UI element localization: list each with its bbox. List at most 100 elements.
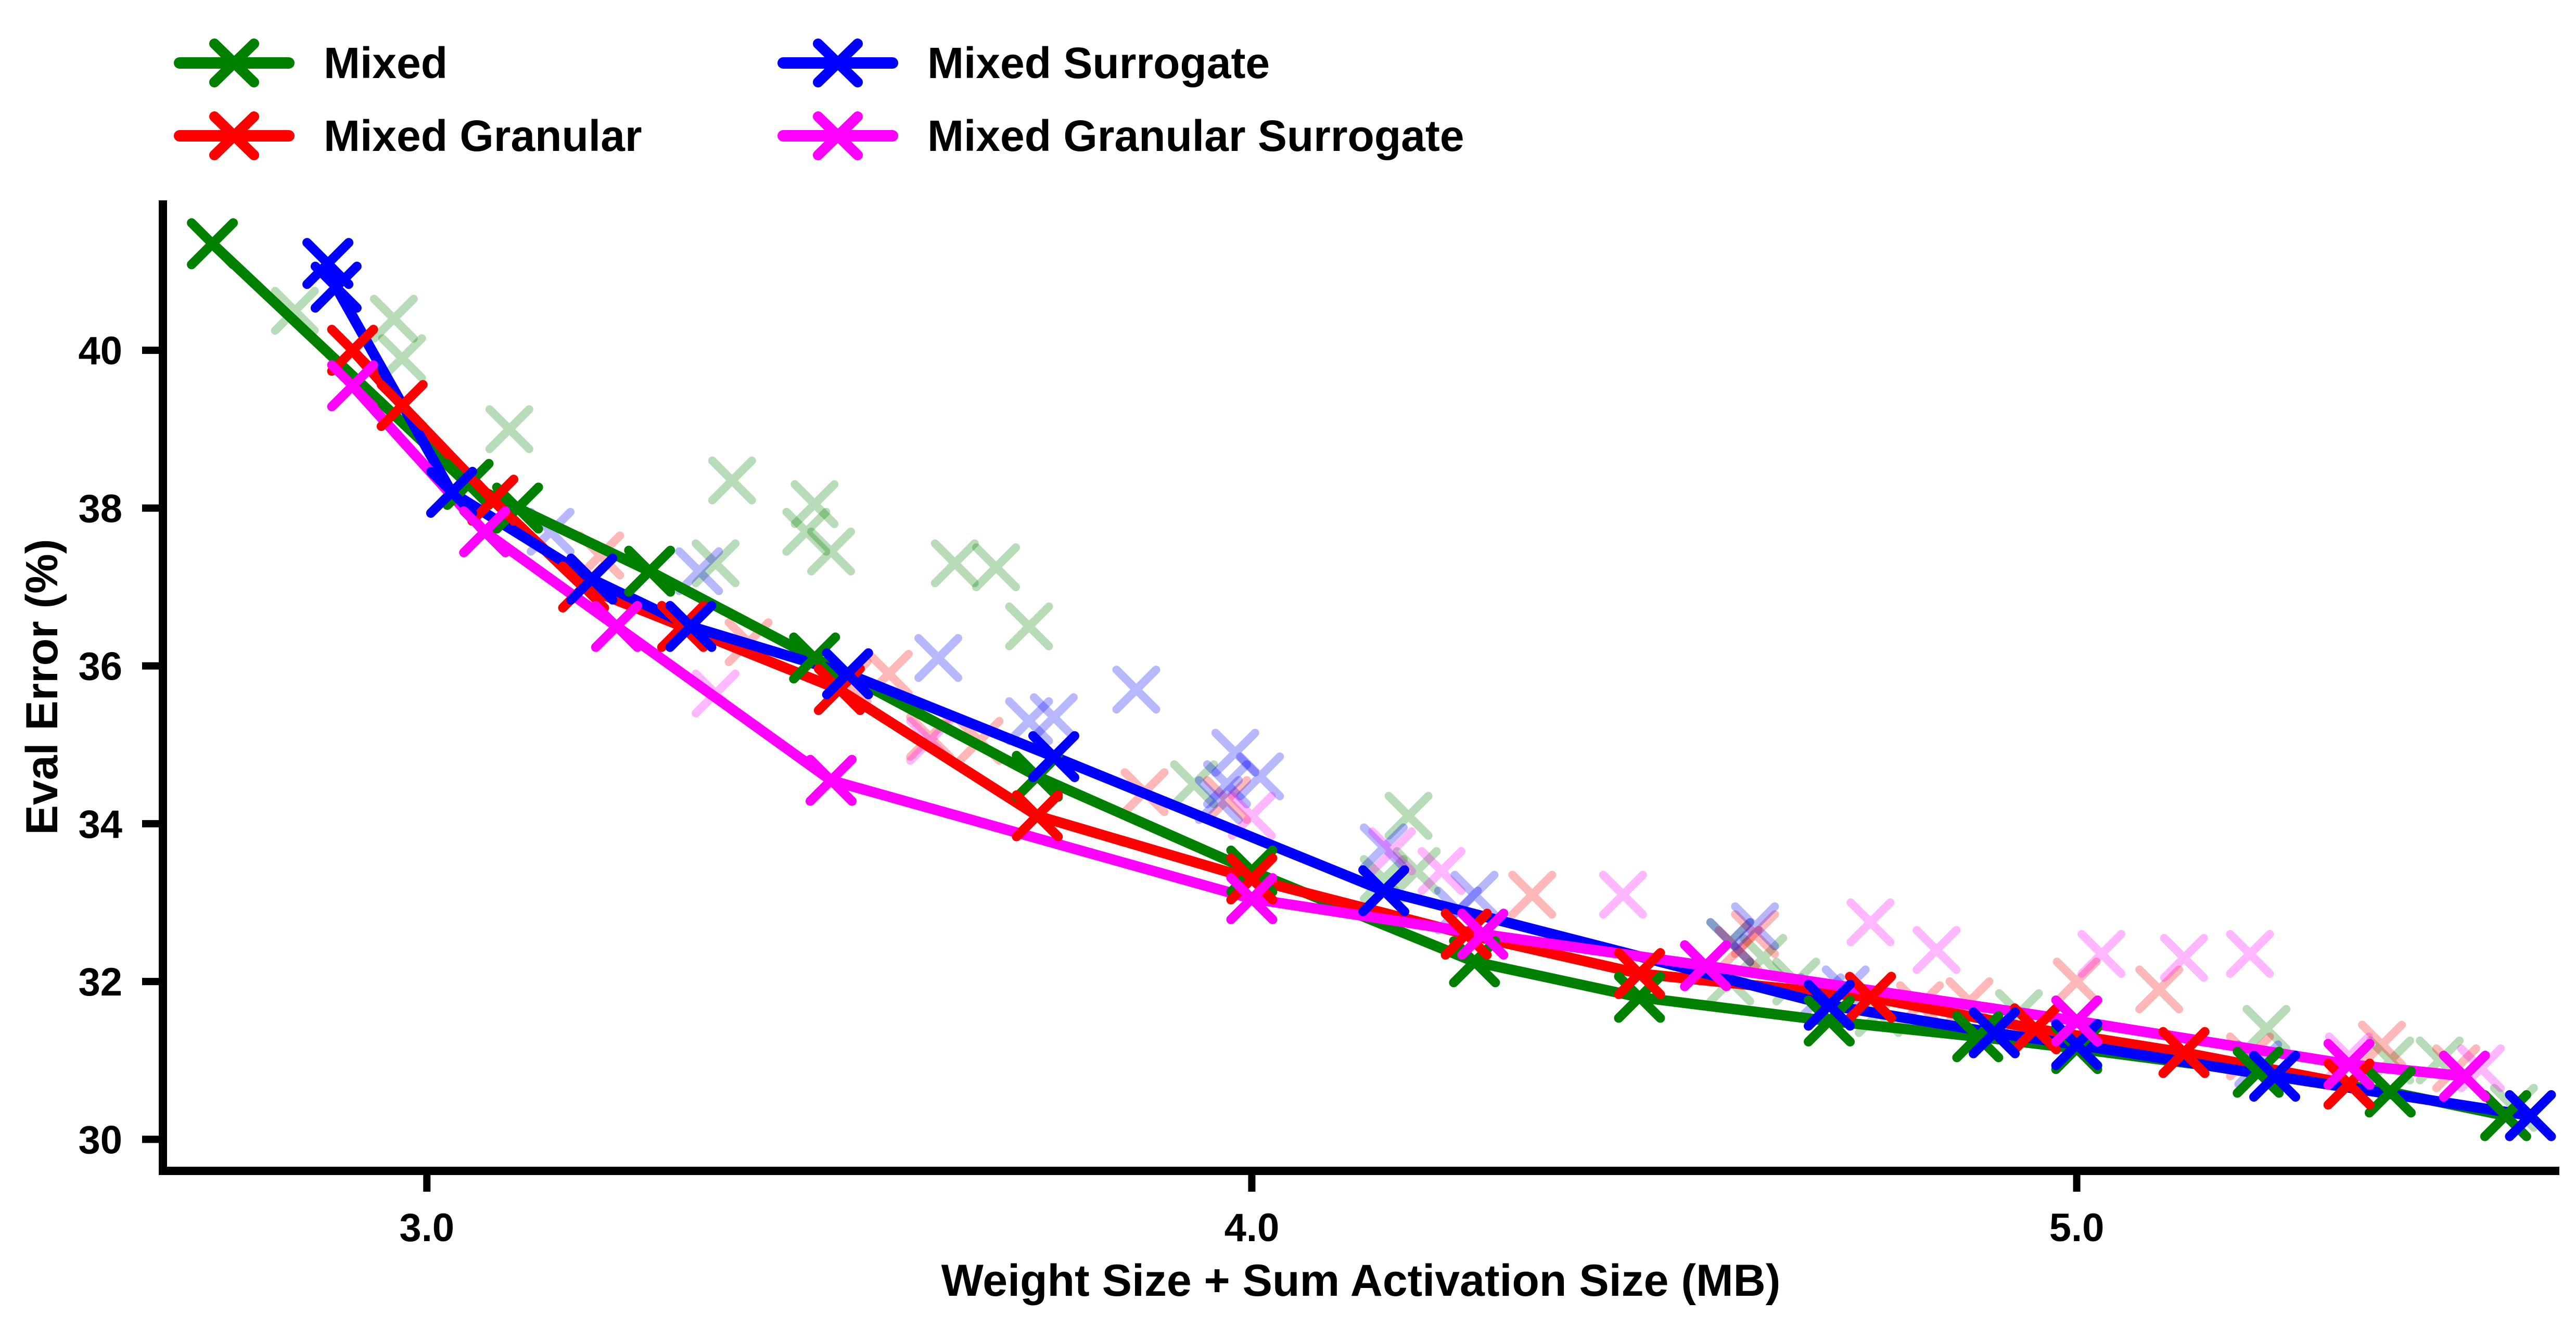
mixed-surrogate-scatter-point — [914, 634, 963, 682]
mixed-surrogate-scatter-point — [1112, 666, 1161, 714]
x-axis-label: Weight Size + Sum Activation Size (MB) — [941, 1256, 1781, 1306]
mixed-granular-surrogate-frontier-point — [1680, 940, 1731, 991]
mixed-granular-surrogate-scatter-point — [2077, 930, 2126, 978]
mixed-granular-frontier-point — [1226, 853, 1278, 904]
mixed-granular-surrogate-frontier-point — [327, 360, 378, 412]
legend-item-mixed: Mixed — [174, 39, 448, 87]
mixed-granular-scatter-point — [1203, 776, 1251, 824]
mixed-granular-surrogate-scatter-point — [2160, 934, 2208, 982]
legend-label-mixed-granular: Mixed Granular — [324, 111, 642, 160]
mixed-scatter-point — [972, 543, 1021, 592]
y-tick-label: 38 — [78, 487, 122, 531]
mixed-surrogate-scatter-point — [1731, 902, 1779, 950]
mixed-surrogate-frontier-point — [566, 553, 618, 605]
plot-area — [187, 218, 2556, 1141]
mixed-frontier-point — [187, 218, 238, 270]
scatter-points — [271, 287, 2538, 1132]
mixed-surrogate-frontier-point — [1804, 979, 1855, 1031]
mixed-scatter-point — [1393, 847, 1441, 895]
mixed-frontier-point — [1952, 1011, 2004, 1063]
mixed-surrogate-scatter-point — [1029, 693, 1078, 742]
frontier-lines — [207, 238, 2536, 1121]
mixed-surrogate-scatter-point — [1005, 697, 1053, 745]
mixed-scatter-point — [790, 480, 839, 528]
y-tick-label: 30 — [78, 1118, 122, 1162]
mixed-surrogate-scatter-point — [1203, 760, 1251, 809]
mixed-granular-frontier-point — [1845, 972, 1896, 1023]
y-ticks: 30 32 34 36 38 40 — [78, 329, 163, 1162]
mixed-granular-scatter-point — [2135, 965, 2184, 1014]
mixed-granular-surrogate-scatter-point — [1599, 871, 1647, 919]
mixed-scatter-point — [485, 405, 533, 453]
mixed-surrogate-frontier-point — [822, 648, 873, 699]
mixed-granular-frontier-point — [2010, 1003, 2061, 1055]
x-ticks: 3.0 4.0 5.0 — [399, 1171, 2104, 1250]
mixed-granular-surrogate-frontier-line — [347, 380, 2470, 1081]
mixed-surrogate-scatter-point — [1360, 823, 1408, 872]
mixed-granular-frontier-point — [1440, 909, 1492, 960]
x-tick-label: 3.0 — [399, 1206, 454, 1250]
mixed-granular-surrogate-frontier-point — [1226, 873, 1278, 924]
mixed-scatter-point — [692, 539, 740, 588]
mixed-granular-surrogate-scatter-point — [1912, 926, 1961, 974]
mixed-granular-frontier-point — [2323, 1058, 2375, 1110]
mixed-scatter-point — [1005, 602, 1053, 650]
y-tick-label: 32 — [78, 960, 122, 1004]
legend-label-mixed: Mixed — [324, 39, 448, 87]
legend-item-mixed-granular-surrogate: Mixed Granular Surrogate — [777, 111, 1464, 160]
mixed-surrogate-frontier-point — [2249, 1051, 2301, 1102]
mixed-granular-surrogate-frontier-point — [2323, 1039, 2375, 1090]
mixed-granular-surrogate-frontier-point — [2051, 995, 2102, 1047]
mixed-granular-surrogate-frontier-point — [805, 755, 857, 806]
y-tick-label: 34 — [78, 802, 122, 847]
y-axis-label: Eval Error (%) — [17, 539, 67, 835]
mixed-granular-surrogate-scatter-point — [2226, 930, 2274, 978]
y-tick-label: 36 — [78, 645, 122, 689]
mixed-granular-frontier-point — [1614, 948, 1665, 999]
mixed-scatter-point — [782, 507, 831, 556]
mixed-granular-scatter-point — [1714, 926, 1763, 974]
mixed-granular-frontier-point — [657, 601, 708, 652]
mixed-granular-surrogate-scatter-point — [1368, 827, 1416, 875]
mixed-scatter-point — [271, 287, 319, 335]
mixed-granular-scatter-point — [1731, 910, 1779, 959]
mixed-surrogate-frontier-point — [1028, 731, 1079, 782]
x-tick-label: 5.0 — [2049, 1206, 2105, 1250]
mixed-surrogate-frontier-line — [323, 258, 2536, 1121]
frontier-markers — [187, 218, 2556, 1141]
mixed-granular-frontier-point — [376, 380, 428, 431]
mixed-surrogate-frontier-point — [310, 261, 362, 313]
mixed-granular-scatter-point — [1508, 871, 1557, 919]
mixed-frontier-point — [1804, 995, 1855, 1047]
mixed-frontier-point — [789, 632, 840, 684]
mixed-surrogate-frontier-point — [665, 601, 717, 652]
mixed-frontier-point — [1449, 936, 1500, 988]
legend-label-mixed-granular-surrogate: Mixed Granular Surrogate — [927, 111, 1464, 160]
mixed-frontier-point — [2364, 1066, 2416, 1118]
mixed-granular-surrogate-scatter-point — [1846, 898, 1895, 947]
mixed-scatter-point — [930, 539, 979, 588]
mixed-scatter-point — [2242, 1005, 2291, 1053]
mixed-granular-frontier-line — [347, 345, 2354, 1090]
mixed-frontier-point — [624, 545, 675, 597]
mixed-scatter-point — [708, 456, 756, 505]
legend-item-mixed-granular: Mixed Granular — [174, 111, 642, 160]
mixed-surrogate-frontier-point — [426, 467, 477, 518]
mixed-frontier-point — [2233, 1047, 2284, 1098]
mixed-surrogate-scatter-point — [1236, 752, 1284, 800]
mixed-surrogate-frontier-point — [1969, 1007, 2020, 1058]
mixed-surrogate-frontier-point — [1358, 865, 1410, 916]
mixed-granular-surrogate-frontier-point — [591, 601, 642, 652]
mixed-scatter-point — [369, 295, 418, 343]
mixed-granular-frontier-point — [327, 325, 378, 376]
x-tick-label: 4.0 — [1225, 1206, 1280, 1250]
mixed-granular-surrogate-frontier-point — [1457, 909, 1509, 960]
mixed-surrogate-scatter-point — [1211, 729, 1259, 777]
mixed-granular-scatter-point — [2052, 958, 2101, 1006]
mixed-granular-surrogate-scatter-point — [1418, 847, 1466, 895]
mixed-scatter-point — [1384, 792, 1433, 840]
legend-label-mixed-surrogate: Mixed Surrogate — [927, 39, 1270, 87]
mixed-scatter-point — [1170, 760, 1218, 809]
mixed-granular-frontier-point — [1012, 790, 1063, 841]
